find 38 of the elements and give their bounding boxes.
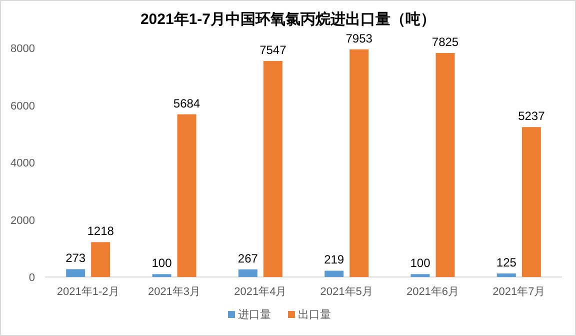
data-label: 273 <box>66 251 86 266</box>
data-label: 5684 <box>173 96 200 110</box>
data-label: 5237 <box>518 109 546 124</box>
x-tick-label: 2021年3月 <box>148 286 201 298</box>
data-label: 100 <box>152 256 172 270</box>
bar <box>66 269 86 277</box>
x-tick-label: 2021年1-2月 <box>56 286 120 298</box>
bar <box>152 274 172 277</box>
x-tick-label: 2021年7月 <box>492 286 546 298</box>
bar <box>350 49 369 277</box>
x-tick-label: 2021年4月 <box>234 286 287 298</box>
legend-label: 出口量 <box>298 308 331 321</box>
bar <box>496 273 516 277</box>
y-tick-label: 4000 <box>10 158 35 170</box>
y-tick-label: 2000 <box>10 214 35 227</box>
y-tick-label: 0 <box>28 272 35 284</box>
bar <box>522 127 541 277</box>
y-tick-label: 6000 <box>10 100 35 112</box>
bar <box>324 270 344 277</box>
bar <box>238 269 258 277</box>
bar <box>436 53 455 277</box>
data-label: 7547 <box>260 42 287 57</box>
bar <box>410 274 430 277</box>
data-label: 125 <box>496 255 517 270</box>
x-tick-label: 2021年5月 <box>320 286 373 298</box>
data-label: 267 <box>238 251 258 266</box>
bar <box>177 114 196 277</box>
data-label: 7953 <box>346 31 373 46</box>
bar <box>91 242 110 277</box>
data-label: 219 <box>324 252 344 267</box>
bar <box>263 60 282 277</box>
x-tick-label: 2021年6月 <box>406 286 460 298</box>
data-label: 1218 <box>87 224 114 238</box>
data-label: 7825 <box>432 35 459 50</box>
y-tick-label: 8000 <box>10 43 35 55</box>
chart-title: 2021年1-7月中国环氧氯丙烷进出口量（吨） <box>140 11 436 28</box>
data-label: 100 <box>410 256 431 270</box>
legend-label: 进口量 <box>238 308 271 321</box>
